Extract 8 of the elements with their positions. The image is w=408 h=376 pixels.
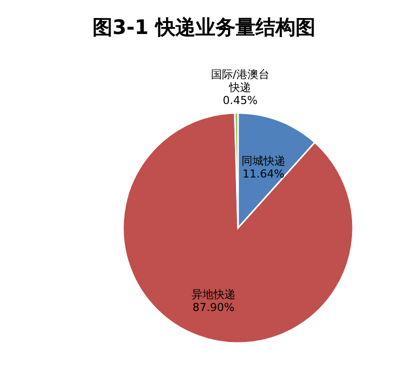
slice-label: 国际/港澳台快递: [210, 68, 270, 94]
data-label: 11.64%: [242, 167, 284, 180]
slice-label: 同城快递: [242, 154, 286, 168]
pie-slice: [122, 112, 354, 344]
chart-title: 图3-1 快递业务量结构图: [92, 15, 316, 39]
slice-label: 异地快递: [191, 288, 236, 301]
data-label: 0.45%: [222, 94, 258, 108]
data-label: 87.90%: [192, 300, 234, 314]
